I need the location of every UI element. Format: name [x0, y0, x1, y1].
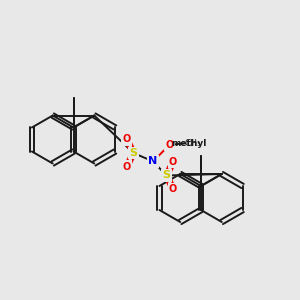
- Text: S: S: [163, 170, 170, 181]
- Text: O: O: [123, 134, 131, 145]
- Text: O: O: [169, 157, 177, 167]
- Text: S: S: [130, 148, 137, 158]
- Text: O: O: [169, 184, 177, 194]
- Text: O: O: [123, 161, 131, 172]
- Text: CH₃: CH₃: [185, 139, 201, 148]
- Text: O: O: [165, 140, 174, 150]
- Text: N: N: [148, 156, 158, 167]
- Text: methyl: methyl: [172, 139, 207, 148]
